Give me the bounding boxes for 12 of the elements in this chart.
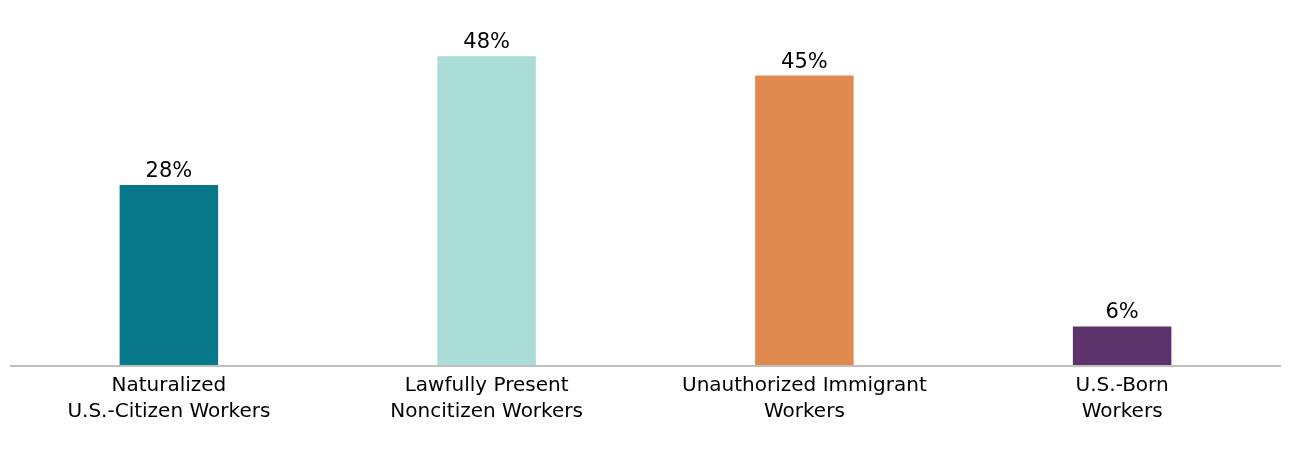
x-tick-label: U.S.-Born Workers — [1075, 371, 1169, 422]
bar — [437, 56, 536, 365]
bar — [119, 184, 219, 365]
data-label: 6% — [1105, 299, 1139, 324]
data-label: 48% — [463, 29, 510, 54]
bar — [1072, 326, 1172, 365]
x-tick-label: Lawfully Present Noncitizen Workers — [390, 371, 583, 422]
data-label: 28% — [145, 157, 193, 182]
x-tick-label: Unauthorized Immigrant Workers — [682, 371, 927, 422]
x-tick-label: Naturalized U.S.-Citizen Workers — [67, 371, 271, 422]
bar — [755, 75, 854, 365]
data-label: 45% — [781, 48, 828, 73]
